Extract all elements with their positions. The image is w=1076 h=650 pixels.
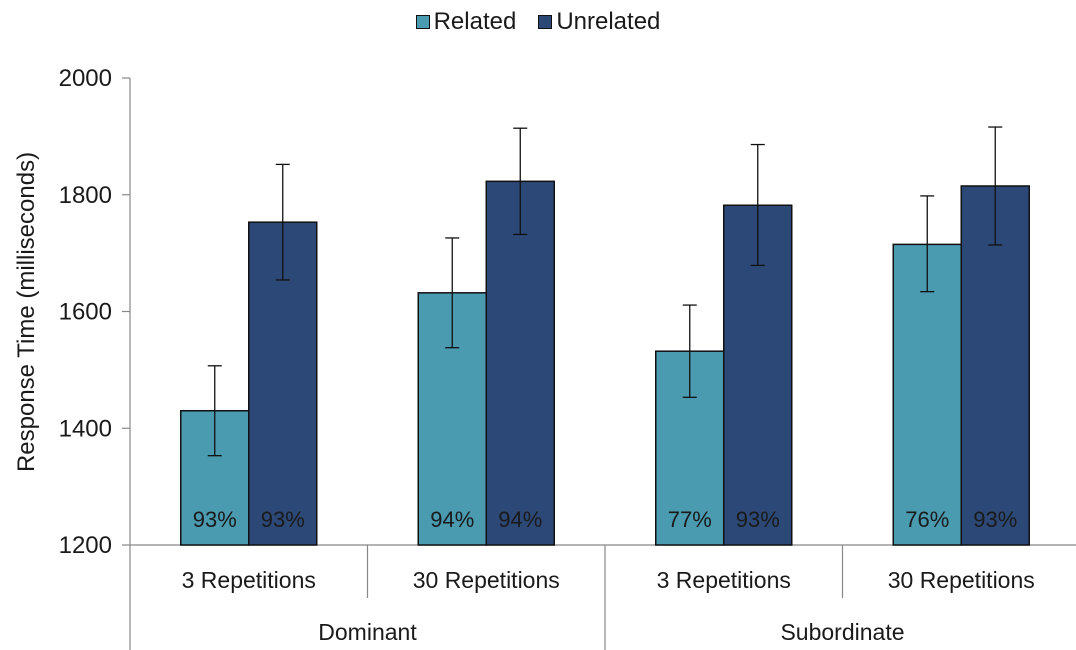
group-label: Subordinate bbox=[780, 619, 904, 645]
y-tick-label: 1200 bbox=[59, 532, 112, 559]
data-label: 77% bbox=[668, 507, 712, 532]
legend-swatch-unrelated bbox=[538, 15, 553, 29]
data-label: 93% bbox=[193, 507, 237, 532]
legend-swatch-related bbox=[415, 15, 430, 29]
y-tick-label: 1400 bbox=[59, 415, 112, 442]
y-tick-label: 2000 bbox=[59, 65, 112, 92]
data-label: 76% bbox=[905, 507, 949, 532]
data-label: 93% bbox=[973, 507, 1017, 532]
data-label: 94% bbox=[430, 507, 474, 532]
legend: Related Unrelated bbox=[0, 8, 1076, 36]
x-tick-label: 30 Repetitions bbox=[888, 567, 1035, 593]
group-label: Dominant bbox=[318, 619, 417, 645]
data-label: 93% bbox=[736, 507, 780, 532]
y-tick-label: 1800 bbox=[59, 182, 112, 209]
x-tick-label: 3 Repetitions bbox=[182, 567, 316, 593]
bar-unrelated bbox=[485, 180, 555, 546]
y-tick-label: 1600 bbox=[59, 299, 112, 326]
bar-unrelated bbox=[960, 185, 1030, 546]
legend-item-related: Related bbox=[415, 8, 517, 36]
x-tick-label: 3 Repetitions bbox=[657, 567, 791, 593]
legend-label-unrelated: Unrelated bbox=[556, 8, 661, 35]
data-label: 93% bbox=[261, 507, 305, 532]
bar-related bbox=[892, 243, 962, 546]
y-axis-label: Response Time (milliseconds) bbox=[13, 152, 40, 472]
x-tick-label: 30 Repetitions bbox=[413, 567, 560, 593]
legend-item-unrelated: Unrelated bbox=[538, 8, 660, 36]
data-label: 94% bbox=[498, 507, 542, 532]
legend-label-related: Related bbox=[433, 8, 517, 35]
